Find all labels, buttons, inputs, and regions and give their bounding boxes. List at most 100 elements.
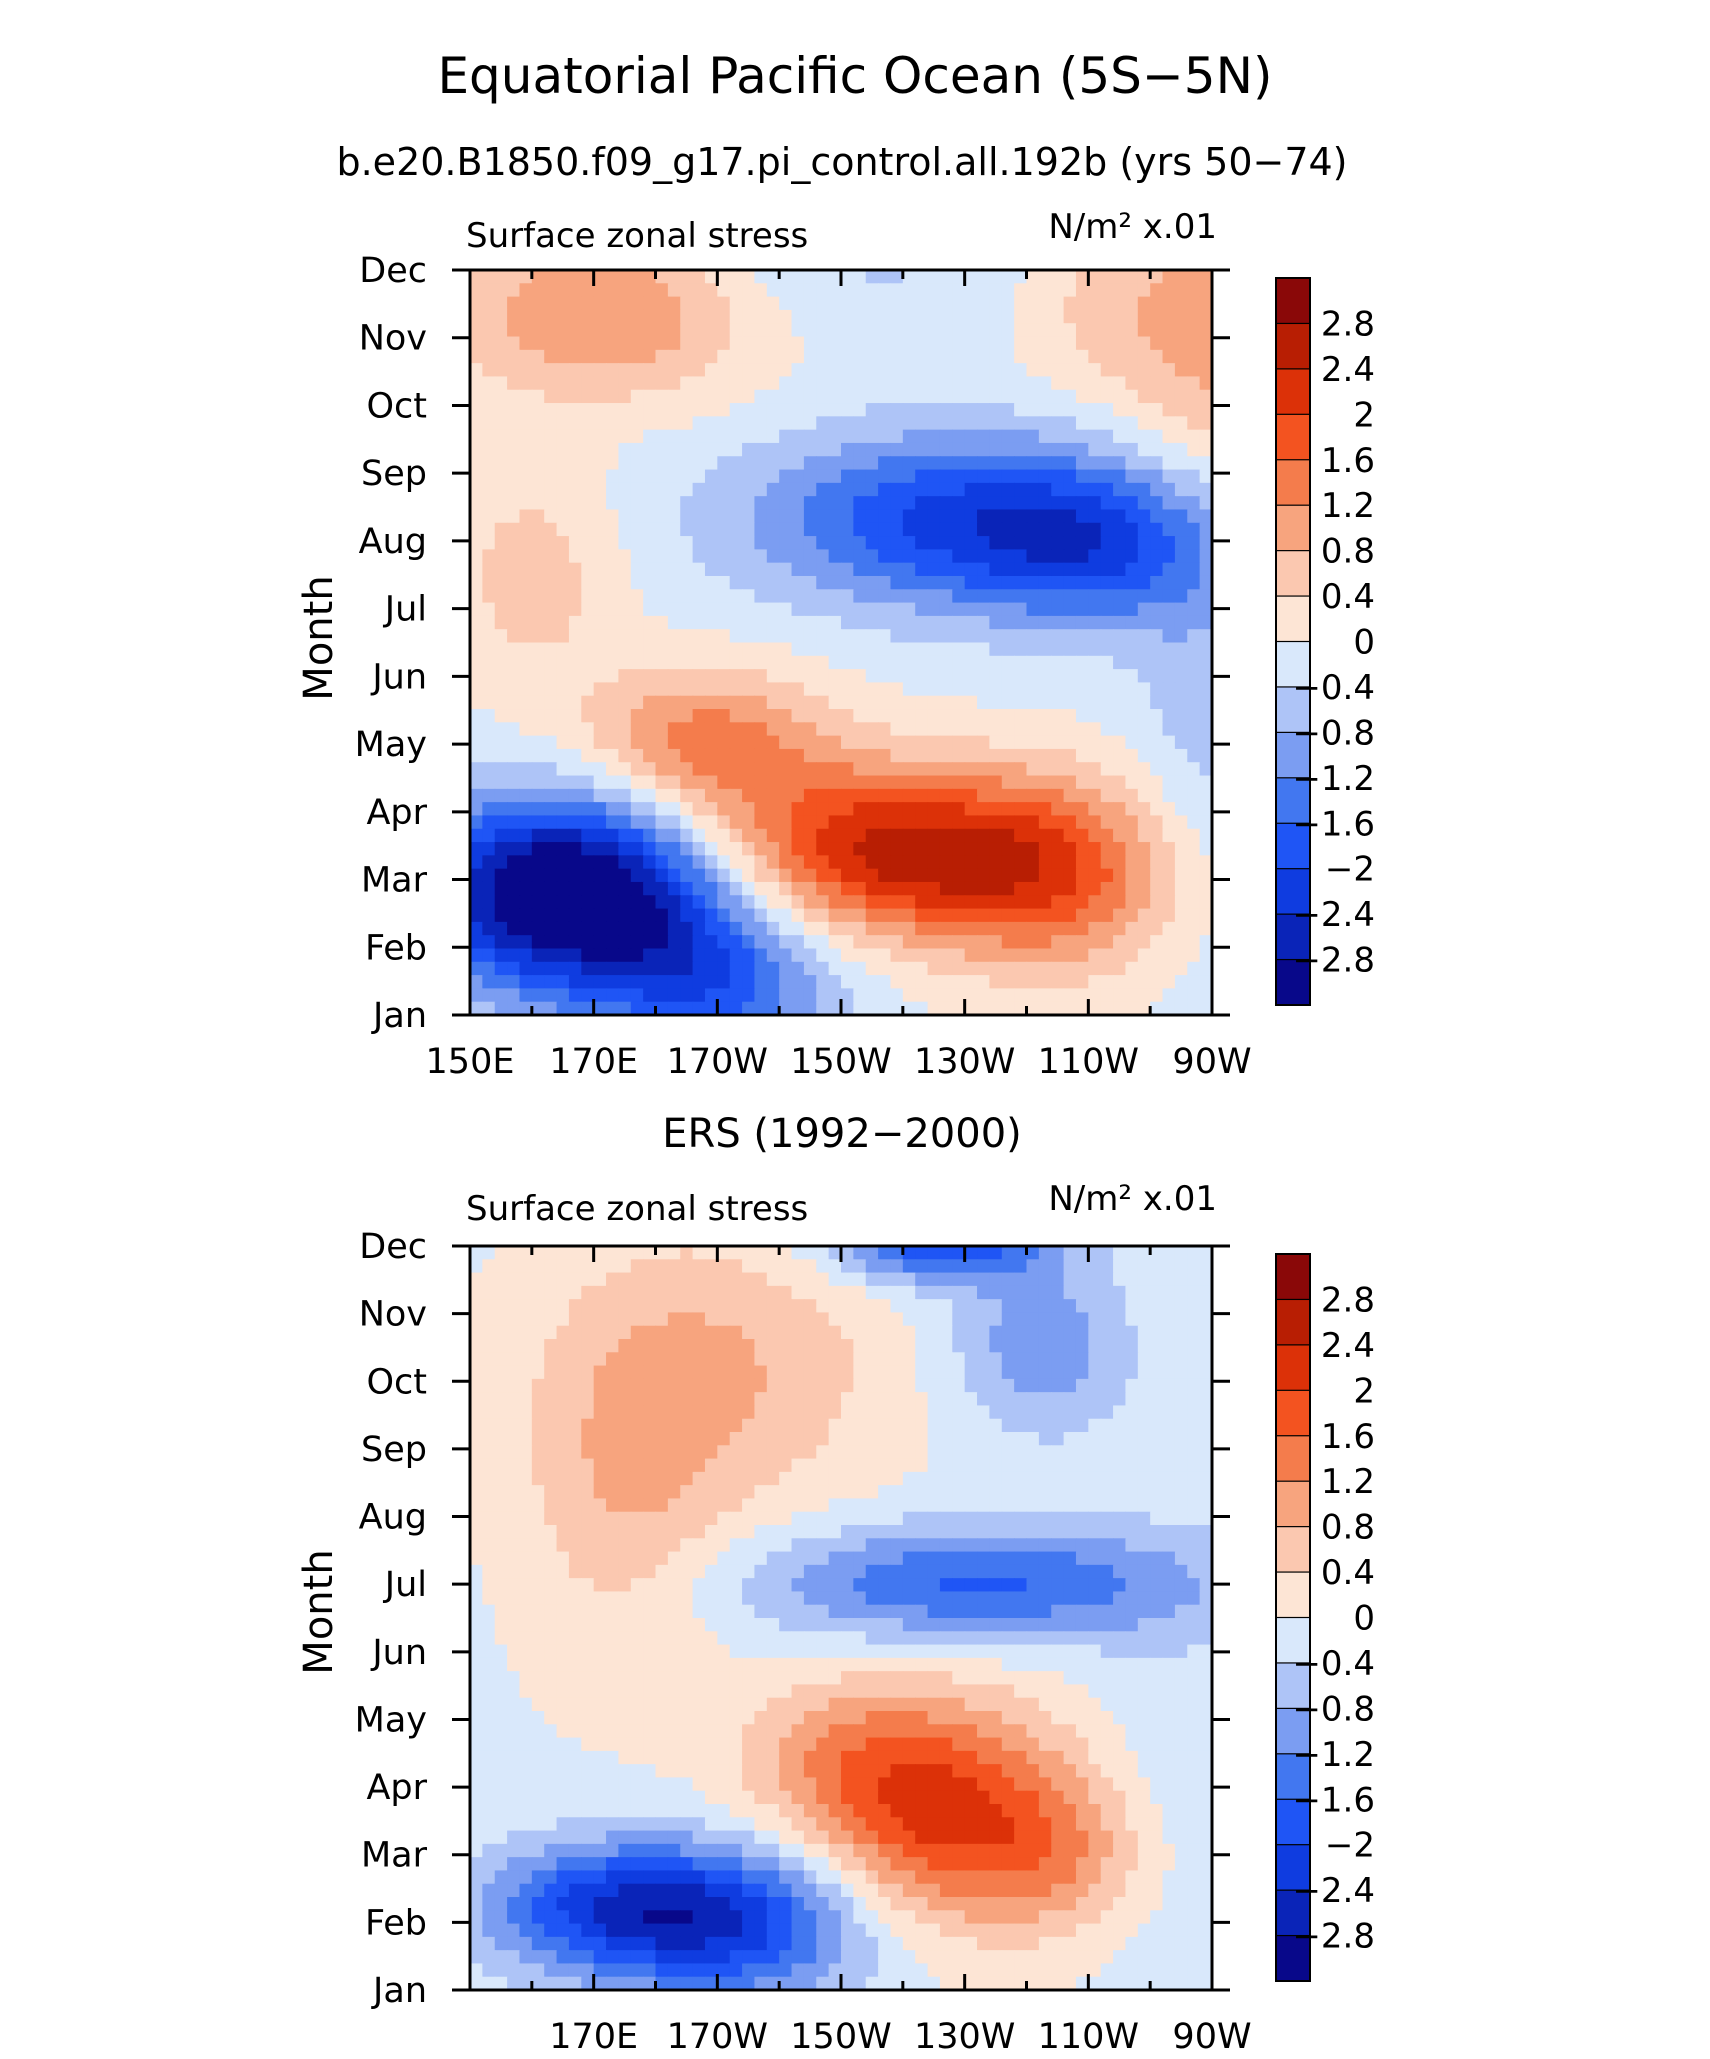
heatmap-cell: [1001, 775, 1015, 790]
heatmap-cell: [927, 429, 941, 444]
heatmap-cell: [1100, 1551, 1114, 1566]
heatmap-cell: [581, 549, 595, 564]
heatmap-cell: [1162, 788, 1176, 803]
heatmap-cell: [1137, 1312, 1151, 1327]
heatmap-cell: [667, 921, 681, 936]
heatmap-cell: [729, 1246, 743, 1260]
heatmap-cell: [729, 376, 743, 391]
heatmap-cell: [977, 842, 990, 856]
heatmap-cell: [1125, 589, 1139, 604]
heatmap-cell: [841, 709, 854, 723]
heatmap-cell: [1026, 748, 1040, 763]
heatmap-cell: [717, 389, 731, 404]
heatmap-cell: [1014, 602, 1028, 617]
heatmap-cell: [494, 363, 508, 378]
heatmap-cell: [865, 522, 879, 537]
heatmap-cell: [1088, 429, 1102, 444]
heatmap-cell: [977, 1551, 990, 1566]
heatmap-cell: [964, 309, 978, 324]
heatmap-cell: [1174, 1352, 1188, 1367]
heatmap-cell: [482, 456, 496, 471]
heatmap-cell: [544, 669, 558, 684]
heatmap-cell: [729, 1259, 743, 1274]
heatmap-cell: [531, 1352, 545, 1367]
heatmap-cell: [581, 469, 595, 484]
heatmap-cell: [482, 988, 496, 1003]
heatmap-cell: [729, 682, 743, 697]
heatmap-cell: [692, 1405, 706, 1420]
heatmap-cell: [1001, 1445, 1015, 1460]
heatmap-cell: [531, 1259, 545, 1274]
heatmap-cell: [1150, 575, 1164, 590]
heatmap-cell: [680, 828, 694, 843]
heatmap-cell: [507, 988, 521, 1003]
heatmap-cell: [482, 642, 496, 657]
heatmap-cell: [593, 1538, 607, 1553]
heatmap-cell: [470, 442, 483, 457]
heatmap-cell: [704, 975, 718, 989]
heatmap-cell: [754, 695, 768, 710]
heatmap-cell: [643, 868, 657, 883]
heatmap-cell: [667, 442, 681, 457]
heatmap-cell: [531, 349, 545, 364]
heatmap-cell: [618, 669, 632, 684]
heatmap-cell: [1088, 536, 1102, 550]
heatmap-cell: [1088, 1272, 1102, 1287]
heatmap-cell: [952, 695, 966, 710]
heatmap-cell: [680, 296, 694, 311]
heatmap-cell: [581, 403, 595, 417]
heatmap-cell: [964, 735, 978, 750]
heatmap-cell: [989, 921, 1003, 936]
heatmap-cell: [902, 1246, 916, 1260]
heatmap-cell: [754, 296, 768, 311]
heatmap-cell: [853, 323, 867, 338]
heatmap-cell: [890, 682, 904, 697]
heatmap-cell: [729, 722, 743, 737]
heatmap-cell: [915, 522, 929, 537]
heatmap-cell: [915, 908, 929, 923]
heatmap-cell: [717, 589, 731, 604]
heatmap-cell: [494, 429, 508, 444]
heatmap-cell: [1100, 1458, 1114, 1473]
heatmap-cell: [1075, 389, 1089, 404]
heatmap-cell: [544, 921, 558, 936]
heatmap-cell: [1026, 695, 1040, 710]
heatmap-cell: [1063, 1339, 1077, 1353]
heatmap-cell: [939, 469, 953, 484]
heatmap-cell: [915, 589, 929, 604]
heatmap-cell: [667, 562, 681, 577]
heatmap-cell: [1063, 709, 1077, 723]
heatmap-cell: [878, 709, 892, 723]
heatmap-cell: [1113, 881, 1127, 896]
heatmap-cell: [939, 1001, 953, 1016]
heatmap-cell: [1075, 802, 1089, 817]
heatmap-cell: [779, 988, 793, 1003]
heatmap-cell: [556, 336, 570, 351]
heatmap-cell: [1063, 828, 1077, 843]
heatmap-cell: [1063, 748, 1077, 763]
heatmap-cell: [766, 1352, 780, 1367]
heatmap-cell: [531, 709, 545, 723]
heatmap-cell: [841, 1378, 854, 1393]
heatmap-cell: [902, 1312, 916, 1327]
heatmap-cell: [1063, 855, 1077, 870]
heatmap-cell: [494, 1498, 508, 1513]
heatmap-cell: [556, 1578, 570, 1593]
heatmap-cell: [507, 682, 521, 697]
heatmap-cell: [717, 482, 731, 497]
heatmap-cell: [1187, 642, 1201, 657]
heatmap-cell: [1162, 1392, 1176, 1407]
heatmap-cell: [655, 1511, 669, 1526]
heatmap-cell: [618, 695, 632, 710]
heatmap-cell: [680, 562, 694, 577]
heatmap-cell: [939, 655, 953, 670]
heatmap-cell: [531, 1432, 545, 1446]
heatmap-cell: [939, 1405, 953, 1420]
heatmap-cell: [667, 336, 681, 351]
heatmap-cell: [766, 1312, 780, 1327]
heatmap-cell: [680, 1445, 694, 1460]
heatmap-cell: [890, 815, 904, 830]
heatmap-cell: [717, 562, 731, 577]
heatmap-cell: [1026, 895, 1040, 910]
heatmap-cell: [1125, 975, 1139, 989]
